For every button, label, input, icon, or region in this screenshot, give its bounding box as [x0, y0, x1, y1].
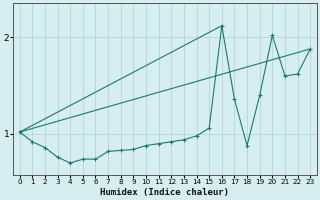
X-axis label: Humidex (Indice chaleur): Humidex (Indice chaleur)	[100, 188, 229, 197]
